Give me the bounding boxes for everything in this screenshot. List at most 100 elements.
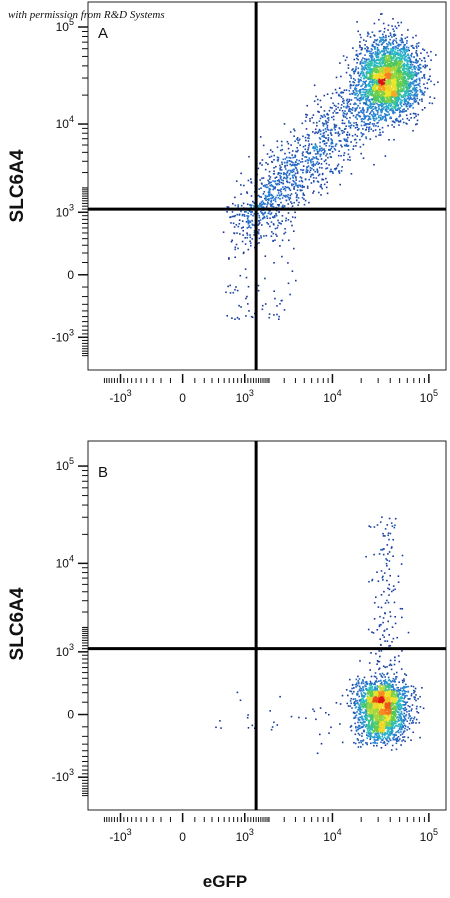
event-point: [385, 38, 387, 41]
event-point: [386, 86, 389, 88]
event-point: [374, 71, 377, 73]
event-point: [385, 90, 388, 92]
event-point: [354, 116, 357, 119]
event-point: [403, 58, 405, 60]
event-point: [407, 29, 409, 31]
event-point: [248, 224, 251, 227]
event-point: [419, 80, 421, 82]
event-point: [370, 102, 372, 104]
event-point: [355, 108, 357, 111]
event-point: [402, 65, 405, 68]
event-point: [403, 70, 405, 72]
event-point: [367, 698, 369, 701]
event-point: [293, 230, 295, 232]
event-point: [373, 81, 375, 83]
event-point: [368, 88, 371, 90]
event-point: [384, 47, 386, 49]
event-point: [262, 206, 265, 208]
event-point: [348, 89, 351, 92]
event-point: [393, 96, 396, 99]
event-point: [374, 46, 376, 48]
event-point: [390, 53, 393, 55]
event-point: [374, 88, 376, 91]
event-point: [391, 64, 393, 66]
event-point: [392, 102, 395, 104]
event-point: [415, 34, 417, 37]
event-point: [404, 93, 406, 95]
event-point: [435, 54, 437, 56]
event-point: [414, 68, 417, 71]
event-point: [384, 90, 387, 92]
event-point: [330, 170, 332, 173]
event-point: [251, 219, 253, 222]
event-point: [343, 89, 346, 92]
event-point: [388, 55, 391, 58]
event-point: [402, 689, 405, 692]
event-point: [414, 79, 417, 82]
event-point: [281, 220, 283, 222]
event-point: [362, 107, 364, 109]
event-point: [325, 186, 328, 189]
event-point: [386, 83, 389, 86]
event-point: [279, 174, 281, 177]
event-point: [397, 105, 399, 107]
event-point: [361, 75, 364, 77]
event-point: [309, 167, 312, 169]
event-point: [277, 189, 279, 191]
event-point: [284, 162, 286, 164]
event-point: [264, 184, 266, 186]
event-point: [377, 103, 379, 106]
event-point: [416, 93, 419, 96]
event-point: [351, 135, 354, 137]
event-point: [401, 47, 403, 50]
event-point: [408, 70, 411, 72]
event-point: [386, 93, 388, 96]
event-point: [313, 157, 316, 159]
event-point: [414, 90, 416, 92]
event-point: [352, 114, 355, 117]
event-point: [369, 69, 371, 71]
event-point: [381, 110, 383, 112]
event-point: [350, 77, 352, 79]
event-point: [378, 724, 381, 727]
event-point: [397, 47, 399, 50]
event-point: [385, 93, 387, 95]
event-point: [411, 94, 413, 96]
event-point: [391, 56, 394, 59]
event-point: [380, 86, 382, 88]
event-point: [326, 126, 329, 129]
event-point: [263, 235, 265, 237]
event-point: [398, 60, 400, 63]
event-point: [279, 169, 281, 171]
event-point: [282, 206, 285, 208]
event-point: [337, 154, 340, 157]
event-point: [389, 102, 391, 105]
event-point: [368, 113, 371, 115]
event-point: [372, 52, 375, 54]
event-point: [359, 92, 361, 94]
event-point: [249, 204, 251, 207]
event-point: [375, 59, 377, 62]
event-point: [415, 45, 418, 47]
event-point: [335, 143, 337, 146]
event-point: [415, 89, 417, 91]
event-point: [325, 167, 327, 170]
event-point: [299, 176, 302, 178]
event-point: [241, 213, 244, 216]
event-point: [412, 74, 414, 76]
event-point: [405, 48, 407, 51]
event-point: [280, 181, 283, 184]
event-point: [386, 107, 388, 109]
event-point: [371, 60, 373, 62]
event-point: [334, 88, 337, 91]
event-point: [267, 179, 269, 182]
event-point: [384, 702, 386, 704]
event-point: [327, 134, 329, 136]
event-point: [398, 24, 400, 27]
event-point: [304, 144, 307, 147]
event-point: [417, 60, 419, 62]
event-point: [320, 158, 323, 160]
event-point: [377, 85, 380, 87]
event-point: [312, 169, 315, 171]
event-point: [301, 180, 304, 183]
